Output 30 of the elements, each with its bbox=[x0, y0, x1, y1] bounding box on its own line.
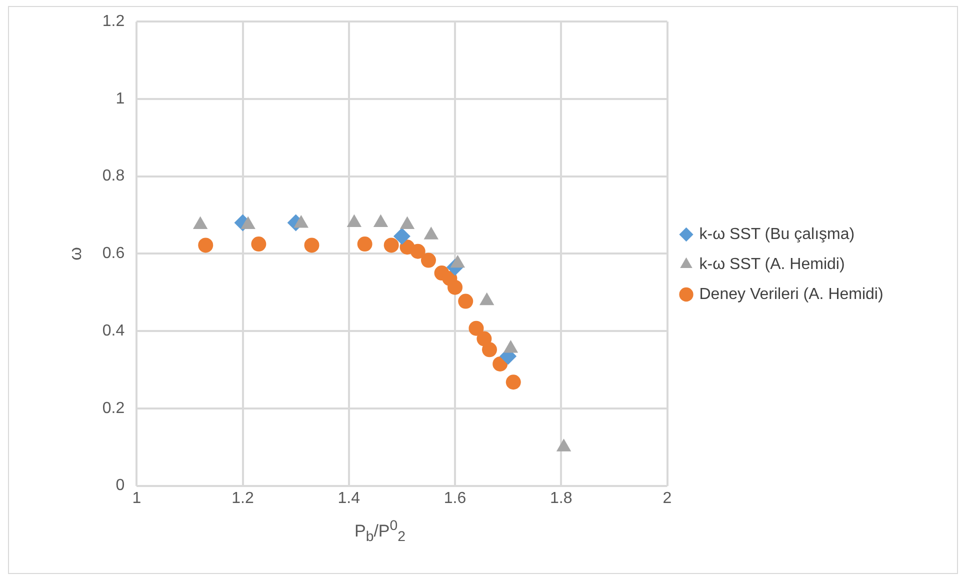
y-tick-label: 0.2 bbox=[102, 400, 125, 417]
point bbox=[357, 236, 372, 252]
point bbox=[251, 236, 266, 252]
x-tick-label: 1.6 bbox=[444, 490, 466, 507]
legend-label: Deney Verileri (A. Hemidi) bbox=[699, 286, 884, 303]
point bbox=[448, 280, 463, 295]
x-tick-label: 1.8 bbox=[550, 490, 572, 507]
point bbox=[468, 320, 484, 336]
y-tick-label: 0 bbox=[116, 477, 125, 494]
point bbox=[198, 238, 214, 253]
legend-label: k-ω SST (A. Hemidi) bbox=[699, 256, 845, 273]
point bbox=[384, 238, 399, 253]
point bbox=[304, 238, 320, 253]
point bbox=[482, 342, 497, 358]
x-tick-label: 1 bbox=[132, 490, 142, 507]
x-tick-label: 1.4 bbox=[338, 490, 360, 507]
point bbox=[506, 374, 521, 390]
point bbox=[410, 244, 426, 259]
y-axis-title: ω bbox=[66, 247, 85, 260]
y-tick-label: 0.8 bbox=[102, 168, 125, 185]
y-tick-label: 1 bbox=[116, 90, 125, 108]
x-tick-label: 2 bbox=[662, 490, 672, 507]
y-tick-label: 0.4 bbox=[102, 322, 125, 340]
y-tick-label: 0.6 bbox=[102, 245, 125, 262]
point bbox=[420, 252, 436, 268]
x-tick-label: 1.2 bbox=[232, 490, 254, 507]
point bbox=[458, 294, 474, 309]
point bbox=[393, 228, 410, 245]
y-tick-label: 1.2 bbox=[102, 13, 125, 30]
legend-label: k-ω SST (Bu çalışma) bbox=[699, 226, 855, 243]
